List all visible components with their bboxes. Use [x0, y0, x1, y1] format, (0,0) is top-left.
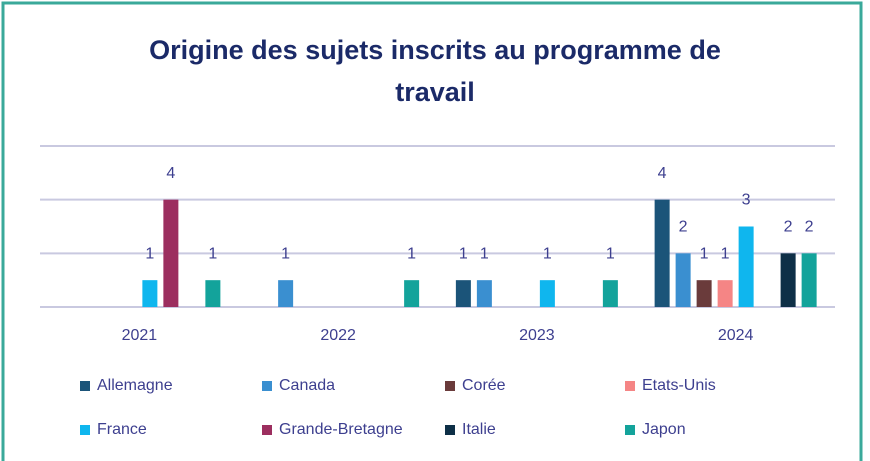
- legend-label: Corée: [462, 377, 506, 394]
- legend-label: Japon: [642, 421, 686, 438]
- x-tick-label: 2021: [122, 327, 158, 344]
- legend-swatch: [625, 425, 635, 435]
- legend-swatch: [80, 425, 90, 435]
- legend-swatch: [445, 425, 455, 435]
- bar: [142, 280, 158, 307]
- legend-label: Canada: [279, 377, 335, 394]
- data-label: 1: [145, 245, 154, 262]
- data-label: 1: [606, 245, 615, 262]
- bar: [278, 280, 294, 307]
- bar: [675, 253, 691, 307]
- legend-label: Italie: [462, 421, 496, 438]
- data-label: 1: [407, 245, 416, 262]
- data-label: 4: [166, 165, 175, 182]
- bar: [780, 253, 796, 307]
- bar: [696, 280, 712, 307]
- data-label: 1: [208, 245, 217, 262]
- data-label: 2: [805, 219, 814, 236]
- bar: [717, 280, 733, 307]
- legend-swatch: [262, 425, 272, 435]
- bar: [476, 280, 492, 307]
- legend-label: Etats-Unis: [642, 377, 716, 394]
- chart-title: travail: [395, 77, 475, 107]
- data-label: 3: [742, 192, 751, 209]
- data-label: 1: [281, 245, 290, 262]
- legend-swatch: [625, 381, 635, 391]
- data-label: 4: [658, 165, 667, 182]
- x-tick-label: 2022: [320, 327, 356, 344]
- data-label: 1: [480, 245, 489, 262]
- x-tick-label: 2023: [519, 327, 555, 344]
- x-tick-label: 2024: [718, 327, 754, 344]
- data-label: 1: [459, 245, 468, 262]
- legend-label: Allemagne: [97, 377, 173, 394]
- bar: [602, 280, 618, 307]
- bar: [455, 280, 471, 307]
- bar: [404, 280, 420, 307]
- data-label: 2: [784, 219, 793, 236]
- bar: [654, 199, 670, 307]
- bar: [801, 253, 817, 307]
- data-label: 1: [543, 245, 552, 262]
- chart-title: Origine des sujets inscrits au programme…: [149, 35, 721, 65]
- bar: [539, 280, 555, 307]
- legend-swatch: [445, 381, 455, 391]
- data-label: 1: [700, 245, 709, 262]
- legend-swatch: [80, 381, 90, 391]
- bar: [163, 199, 179, 307]
- data-label: 1: [721, 245, 730, 262]
- data-label: 2: [679, 219, 688, 236]
- bar: [205, 280, 221, 307]
- legend-label: France: [97, 421, 147, 438]
- legend-label: Grande-Bretagne: [279, 421, 403, 438]
- bar: [738, 226, 754, 307]
- legend-swatch: [262, 381, 272, 391]
